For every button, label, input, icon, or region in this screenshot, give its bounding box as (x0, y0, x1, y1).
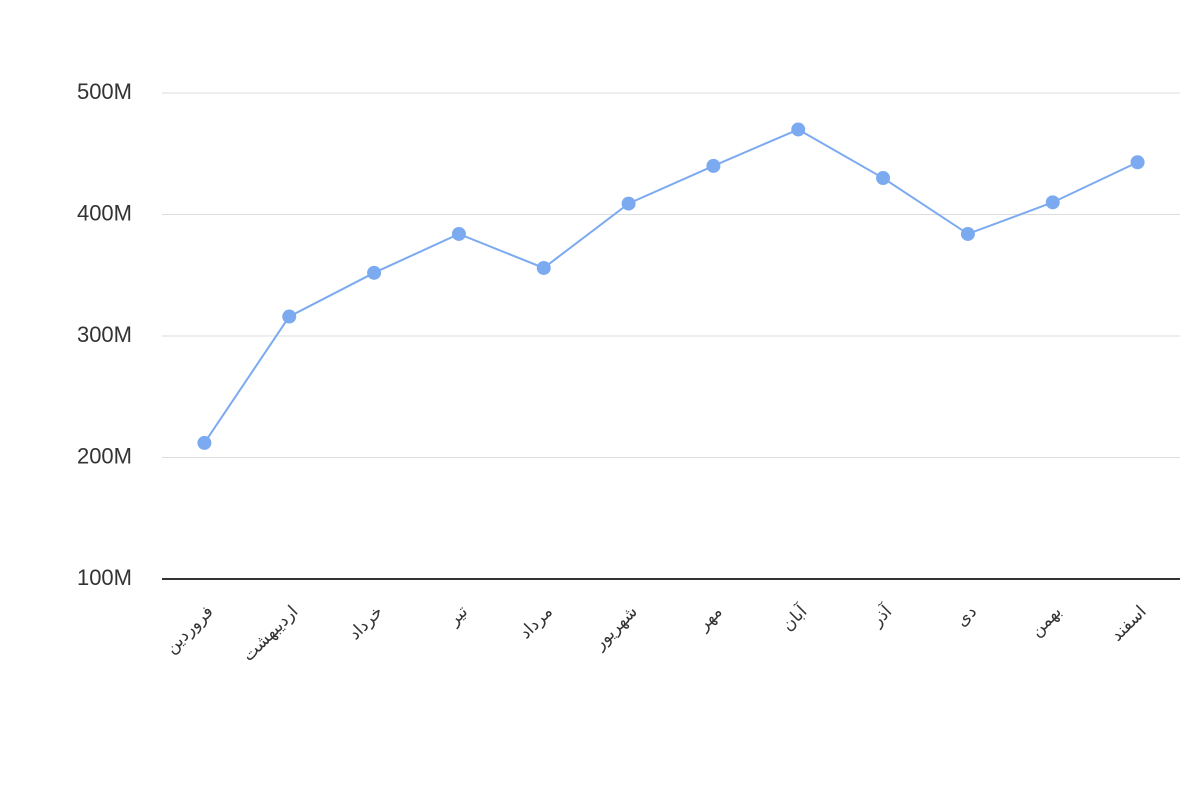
y-tick-label: 200M (77, 443, 132, 468)
point (706, 158, 721, 173)
x-tick-label: اسفند (1107, 602, 1151, 646)
point (621, 196, 636, 211)
point (876, 171, 891, 186)
point (197, 435, 212, 450)
x-tick-label: مرداد (516, 602, 557, 643)
x-tick-label: دی (952, 602, 981, 631)
point (367, 265, 382, 280)
x-tick-label: بهمن (1027, 602, 1066, 641)
point (1045, 195, 1060, 210)
y-tick-label: 500M (77, 79, 132, 104)
x-tick-label: تیر (444, 602, 473, 631)
y-tick-label: 400M (77, 200, 132, 225)
x-tick-label: اردیبهشت (239, 602, 303, 666)
point (451, 226, 466, 241)
point (282, 309, 297, 324)
point (791, 122, 806, 137)
line (203, 128, 1139, 444)
x-tick-label: شهریور (589, 602, 641, 654)
x-tick-label: فروردین (162, 602, 218, 658)
y-tick-label: 100M (77, 565, 132, 590)
y-tick-label: 300M (77, 322, 132, 347)
x-tick-label: آبان (777, 600, 813, 636)
point (536, 260, 551, 275)
point (1130, 155, 1145, 170)
x-tick-label: خرداد (345, 602, 387, 644)
x-tick-label: آذر (865, 600, 897, 632)
point (960, 226, 975, 241)
x-tick-label: مهر (693, 602, 726, 635)
